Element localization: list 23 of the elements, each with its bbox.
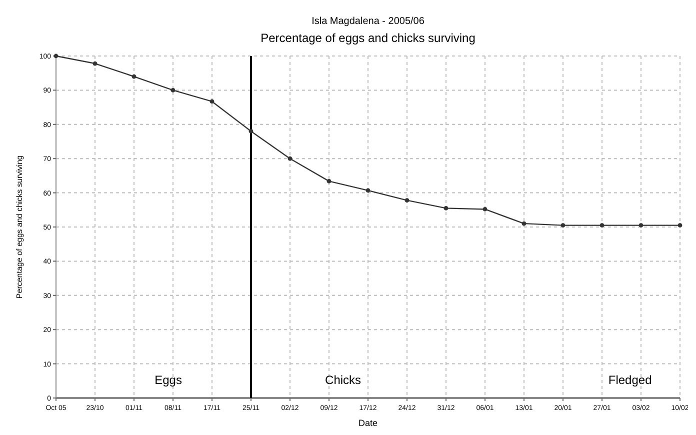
annotation: Fledged (608, 373, 652, 387)
point (288, 156, 292, 161)
point (482, 207, 488, 212)
point (404, 198, 410, 203)
point (92, 61, 98, 66)
x-axis-title: Date (358, 418, 378, 428)
point (638, 223, 644, 228)
point (248, 129, 254, 134)
point (366, 188, 370, 193)
point (170, 88, 176, 92)
point (210, 99, 214, 104)
point (560, 223, 566, 228)
point (522, 221, 526, 226)
point (600, 223, 604, 228)
point (678, 223, 682, 228)
y-axis-title: Percentage of eggs and chicks surviving (15, 155, 24, 299)
point (444, 206, 448, 210)
chart-title: Isla Magdalena - 2005/06 (312, 16, 425, 27)
point (326, 178, 332, 184)
chart-subtitle: Percentage of eggs and chicks surviving (260, 31, 476, 45)
annotation: Eggs (154, 373, 182, 387)
annotation: Chicks (325, 373, 362, 387)
point (132, 74, 136, 79)
